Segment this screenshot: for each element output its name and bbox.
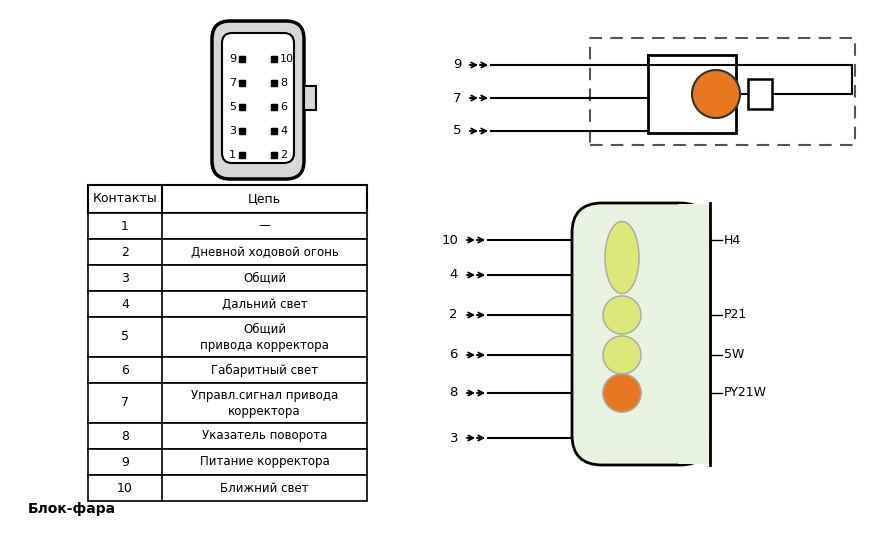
Text: 5: 5 <box>229 102 236 112</box>
Text: 5: 5 <box>121 330 129 343</box>
Text: 3: 3 <box>449 432 458 445</box>
Bar <box>304 86 316 110</box>
Text: PY21W: PY21W <box>724 386 767 400</box>
Text: 5: 5 <box>453 125 461 138</box>
Text: 6: 6 <box>121 364 129 376</box>
FancyBboxPatch shape <box>572 203 710 465</box>
Text: 6: 6 <box>449 349 458 361</box>
Text: 4: 4 <box>280 126 287 136</box>
Text: Общий
привода корректора: Общий привода корректора <box>200 322 329 351</box>
Bar <box>678 204 710 464</box>
Bar <box>88 185 367 213</box>
Text: P21: P21 <box>724 309 747 321</box>
FancyBboxPatch shape <box>212 21 304 179</box>
Text: 3: 3 <box>229 126 236 136</box>
Text: Указатель поворота: Указатель поворота <box>202 430 328 442</box>
Text: 7: 7 <box>453 92 461 104</box>
Text: 10: 10 <box>117 481 133 495</box>
Text: Цепь: Цепь <box>248 192 281 206</box>
Text: H4: H4 <box>724 233 741 246</box>
Text: 2: 2 <box>280 150 287 160</box>
Bar <box>748 79 772 109</box>
Text: 10: 10 <box>280 54 294 64</box>
Text: Габаритный свет: Габаритный свет <box>211 364 318 376</box>
Circle shape <box>603 374 641 412</box>
Text: 8: 8 <box>449 386 458 400</box>
Text: 4: 4 <box>121 297 129 311</box>
Circle shape <box>692 70 740 118</box>
Text: Блок-фара: Блок-фара <box>28 502 116 516</box>
Text: —: — <box>259 220 270 232</box>
Bar <box>88 423 367 449</box>
Text: 8: 8 <box>121 430 129 442</box>
Text: 1: 1 <box>229 150 236 160</box>
Bar <box>88 239 367 265</box>
Bar <box>88 265 367 291</box>
Text: 2: 2 <box>449 309 458 321</box>
Bar <box>88 317 367 357</box>
Text: 1: 1 <box>121 220 129 232</box>
Bar <box>88 357 367 383</box>
Text: Дальний свет: Дальний свет <box>222 297 308 311</box>
Text: 6: 6 <box>280 102 287 112</box>
Ellipse shape <box>605 222 639 294</box>
Text: 2: 2 <box>121 246 129 259</box>
Bar <box>88 475 367 501</box>
Text: 8: 8 <box>280 78 287 88</box>
Text: Дневной ходовой огонь: Дневной ходовой огонь <box>190 246 338 259</box>
Circle shape <box>603 296 641 334</box>
Text: 4: 4 <box>449 269 458 281</box>
Bar <box>88 213 367 239</box>
Text: Контакты: Контакты <box>93 192 157 206</box>
Bar <box>590 38 855 145</box>
FancyBboxPatch shape <box>222 33 294 163</box>
Text: Общий: Общий <box>243 271 286 285</box>
Text: 3: 3 <box>121 271 129 285</box>
Text: 5W: 5W <box>724 349 745 361</box>
Text: 10: 10 <box>441 233 458 246</box>
Text: Управл.сигнал привода
корректора: Управл.сигнал привода корректора <box>191 389 338 417</box>
Bar <box>88 383 367 423</box>
Text: 7: 7 <box>229 78 236 88</box>
Bar <box>88 291 367 317</box>
Bar <box>648 55 736 133</box>
Text: 9: 9 <box>121 456 129 469</box>
Text: Ближний свет: Ближний свет <box>220 481 308 495</box>
Bar <box>88 449 367 475</box>
Text: 7: 7 <box>121 397 129 409</box>
Text: Питание корректора: Питание корректора <box>200 456 329 469</box>
Text: 9: 9 <box>453 59 461 71</box>
Circle shape <box>603 336 641 374</box>
Text: 9: 9 <box>229 54 236 64</box>
